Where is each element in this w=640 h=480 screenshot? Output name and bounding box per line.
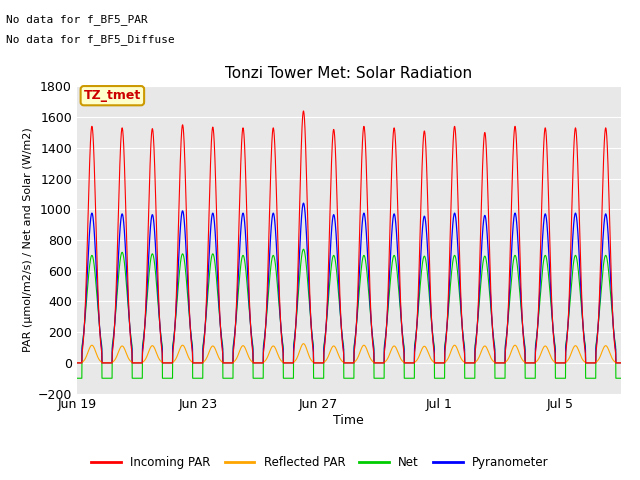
X-axis label: Time: Time (333, 414, 364, 427)
Title: Tonzi Tower Met: Solar Radiation: Tonzi Tower Met: Solar Radiation (225, 66, 472, 81)
Text: No data for f_BF5_Diffuse: No data for f_BF5_Diffuse (6, 34, 175, 45)
Y-axis label: PAR (μmol/m2/s) / Net and Solar (W/m2): PAR (μmol/m2/s) / Net and Solar (W/m2) (24, 128, 33, 352)
Legend: Incoming PAR, Reflected PAR, Net, Pyranometer: Incoming PAR, Reflected PAR, Net, Pyrano… (86, 452, 554, 474)
Text: No data for f_BF5_PAR: No data for f_BF5_PAR (6, 14, 148, 25)
Text: TZ_tmet: TZ_tmet (84, 89, 141, 102)
